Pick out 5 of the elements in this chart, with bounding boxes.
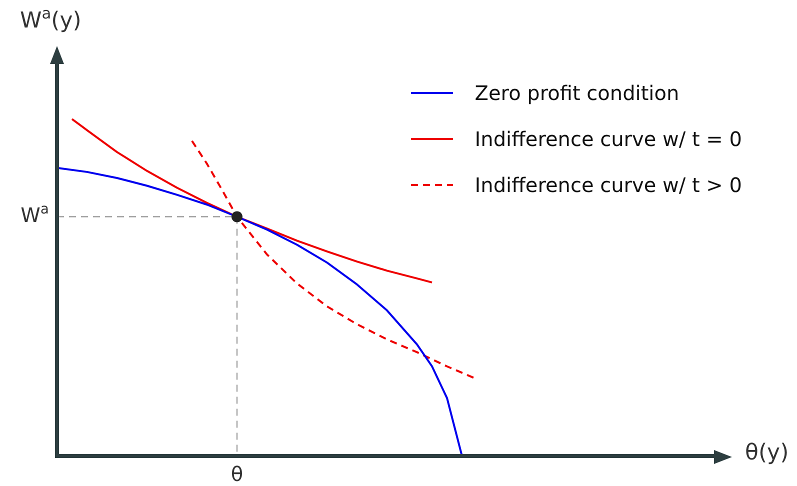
- x-axis-title: θ(y): [745, 440, 789, 466]
- text: θ: [230, 462, 244, 486]
- legend-label: Indifference curve w/ t = 0: [474, 127, 742, 151]
- legend-label: Zero profit condition: [474, 81, 680, 105]
- legend-label: Indifference curve w/ t > 0: [474, 173, 742, 197]
